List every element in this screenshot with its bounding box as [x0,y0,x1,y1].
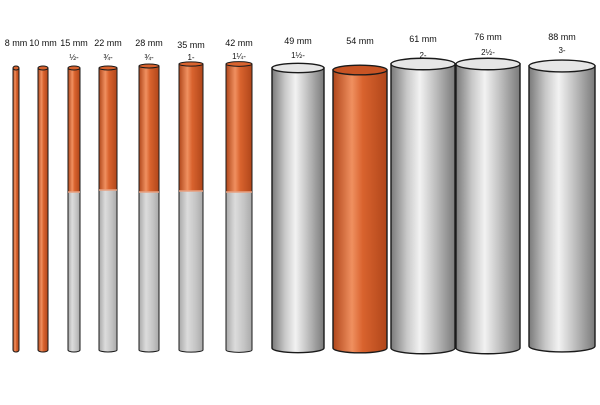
pipe-imperial-label: ½- [69,53,79,62]
pipe-opening [528,59,596,73]
pipe-opening [138,63,160,69]
pipe-copper-section [178,63,204,192]
pipe-4 [98,65,118,353]
pipe-imperial-label: 3- [558,46,566,55]
pipe-imperial-label: ¾- [103,53,113,62]
pipe-size-label: 8 mm [4,38,28,48]
pipe-size-label: 88 mm [548,32,576,42]
pipe-5 [138,63,160,353]
pipe-body [37,67,49,353]
pipe-2 [37,65,49,353]
pipe-opening [178,61,204,67]
pipe-opening [12,65,20,71]
pipe-12 [528,59,596,353]
pipe-size-label: 61 mm [409,34,437,44]
pipe-opening [37,65,49,71]
pipe-opening [455,57,521,71]
pipe-imperial-label: ¾- [144,53,154,62]
pipe-1 [12,65,20,353]
pipe-9 [332,64,388,354]
pipe-imperial-label: 1- [187,53,195,62]
pipe-8 [271,62,325,354]
pipe-opening [225,61,253,67]
pipe-plastic-section [98,189,118,353]
pipe-copper-section [225,63,253,193]
pipe-opening [390,57,456,71]
pipe-size-label: 15 mm [60,38,88,48]
pipe-11 [455,57,521,355]
pipe-size-label: 42 mm [225,38,253,48]
pipe-size-label: 10 mm [29,38,57,48]
pipe-6 [178,61,204,353]
pipe-body [390,63,456,355]
pipe-imperial-label: 1¼- [232,52,246,61]
pipe-size-label: 76 mm [474,32,502,42]
pipe-copper-section [98,67,118,191]
pipe-opening [98,65,118,71]
pipe-body [455,63,521,355]
pipe-10 [390,57,456,355]
pipe-opening [332,64,388,76]
pipe-size-label: 22 mm [94,38,122,48]
pipe-plastic-section [67,191,81,353]
pipe-imperial-label: 2½- [481,48,495,57]
pipe-imperial-label: 1½- [291,51,305,60]
pipe-copper-section [138,65,160,193]
pipe-7 [225,61,253,353]
pipe-body [528,65,596,353]
pipe-copper-section [67,67,81,193]
pipe-plastic-section [178,190,204,353]
pipe-body [332,69,388,354]
pipe-opening [67,65,81,71]
pipe-size-label: 54 mm [346,36,374,46]
pipe-plastic-section [225,191,253,353]
pipe-plastic-section [138,191,160,353]
pipe-imperial-label: 2- [419,51,427,60]
pipe-body [12,67,20,353]
pipe-size-label: 28 mm [135,38,163,48]
pipe-body [271,67,325,354]
pipe-3 [67,65,81,353]
pipe-size-label: 35 mm [177,40,205,50]
pipe-size-label: 49 mm [284,36,312,46]
pipe-opening [271,62,325,74]
